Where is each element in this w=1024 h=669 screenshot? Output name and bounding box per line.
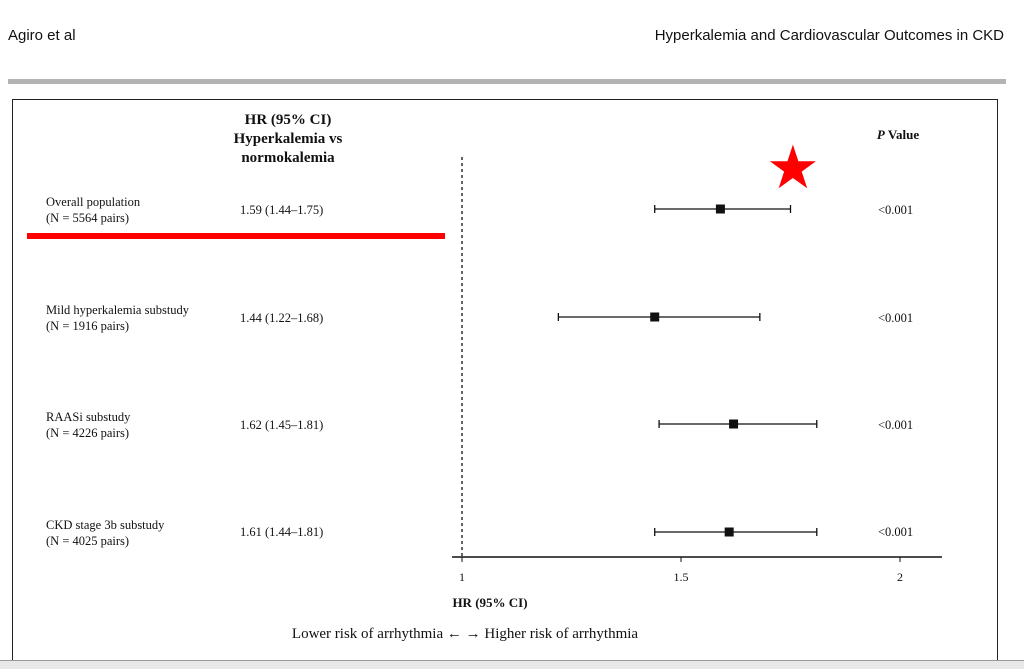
star-icon: ★ <box>766 133 820 203</box>
row-label-ckd: CKD stage 3b substudy (N = 4025 pairs) <box>46 517 164 549</box>
p-value-header: P Value <box>858 127 938 143</box>
hr-column-header: HR (95% CI) Hyperkalemia vs normokalemia <box>198 111 378 168</box>
row-p-ckd: <0.001 <box>878 525 914 539</box>
hr-header-line-2: Hyperkalemia vs <box>233 131 343 147</box>
row-label-overall: Overall population (N = 5564 pairs) <box>46 194 140 226</box>
x-axis-title: HR (95% CI) <box>452 595 528 610</box>
row-p-mild: <0.001 <box>878 311 914 325</box>
row-sublabel-text: (N = 4226 pairs) <box>46 426 130 440</box>
row-p-raasi: <0.001 <box>878 418 914 432</box>
row-sublabel-text: (N = 1916 pairs) <box>46 319 130 333</box>
row-label-text: CKD stage 3b substudy <box>46 518 165 532</box>
point-estimate <box>650 312 660 322</box>
hr-header-line-1: HR (95% CI) <box>244 112 332 128</box>
header-title: Hyperkalemia and Cardiovascular Outcomes… <box>654 27 1004 44</box>
row-p-overall: <0.001 <box>878 203 914 217</box>
point-estimate <box>715 204 725 214</box>
row-label-mild: Mild hyperkalemia substudy (N = 1916 pai… <box>46 302 189 334</box>
p-header-rest: Value <box>884 127 920 142</box>
direction-footnote: Lower risk of arrhythmia ← → Higher risk… <box>291 626 639 642</box>
row-label-text: Overall population <box>46 195 141 209</box>
header-author: Agiro et al <box>8 27 76 44</box>
x-tick-label: 1.5 <box>674 570 689 584</box>
hr-header-line-3: normokalemia <box>241 150 335 166</box>
figure-frame <box>12 99 998 668</box>
row-sublabel-text: (N = 4025 pairs) <box>46 534 130 548</box>
highlight-underline <box>27 233 445 239</box>
point-estimate <box>729 419 739 429</box>
row-label-text: Mild hyperkalemia substudy <box>46 303 190 317</box>
row-label-raasi: RAASi substudy (N = 4226 pairs) <box>46 409 130 441</box>
header-rule <box>8 79 1006 84</box>
x-tick-label: 1 <box>459 570 465 584</box>
p-header-italic: P <box>876 127 885 142</box>
row-hr-overall: 1.59 (1.44–1.75) <box>240 203 324 217</box>
row-hr-mild: 1.44 (1.22–1.68) <box>240 311 324 325</box>
point-estimate <box>724 527 734 537</box>
row-label-text: RAASi substudy <box>46 410 131 424</box>
row-hr-ckd: 1.61 (1.44–1.81) <box>240 525 324 539</box>
row-hr-raasi: 1.62 (1.45–1.81) <box>240 418 324 432</box>
row-sublabel-text: (N = 5564 pairs) <box>46 211 130 225</box>
x-tick-label: 2 <box>897 570 903 584</box>
bottom-page-strip <box>0 660 1024 669</box>
